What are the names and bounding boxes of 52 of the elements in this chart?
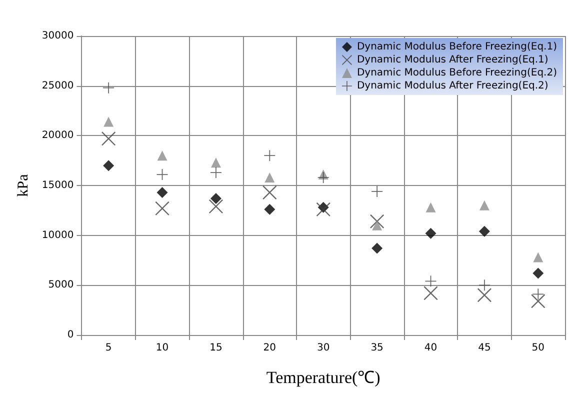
point	[477, 288, 492, 302]
y-tick-label: 5000	[48, 280, 74, 291]
point	[264, 172, 275, 183]
y-axis-title: kPa	[16, 174, 32, 197]
legend-label: Dynamic Modulus Before Freezing(Eq.1)	[356, 42, 558, 52]
point	[370, 214, 384, 228]
x-axis-title: Temperature(℃)	[266, 368, 380, 387]
point	[155, 201, 170, 216]
point	[210, 158, 221, 168]
point	[532, 288, 544, 300]
y-tick-label: 25000	[42, 80, 74, 92]
y-tick-label: 0	[67, 330, 74, 340]
legend-label: Dynamic Modulus Before Freezing(Eq.2)	[356, 68, 558, 78]
y-tick-label: 20000	[42, 130, 74, 142]
point	[531, 294, 546, 308]
point	[425, 228, 436, 239]
point	[478, 226, 490, 237]
point	[264, 150, 276, 162]
point	[426, 202, 436, 212]
point	[479, 200, 490, 210]
point	[532, 268, 544, 279]
point	[103, 82, 114, 94]
x-tick-label: 30	[316, 342, 330, 354]
legend-label: Dynamic Modulus After Freezing(Eq.2)	[356, 80, 548, 92]
y-tick-label: 10000	[42, 230, 74, 241]
x-tick-label: 40	[424, 342, 438, 354]
x-tick-label: 20	[263, 342, 276, 354]
point	[316, 202, 330, 216]
y-tick-label: 15000	[42, 180, 74, 191]
x-tick-label: 10	[156, 342, 169, 354]
x-tick-label: 35	[370, 342, 384, 354]
point	[264, 204, 276, 215]
x-tick-label: 15	[210, 342, 222, 354]
point	[262, 185, 277, 200]
point	[533, 252, 544, 262]
point	[372, 242, 383, 254]
x-tick-label: 45	[478, 342, 491, 354]
point	[102, 132, 116, 146]
point	[157, 150, 168, 161]
point	[318, 172, 329, 184]
point	[478, 280, 490, 291]
x-tick-label: 5	[105, 342, 112, 354]
y-tick-label: 30000	[42, 30, 74, 42]
point	[210, 192, 222, 204]
point	[104, 116, 114, 127]
point	[210, 167, 222, 178]
point	[103, 160, 114, 172]
point	[156, 186, 168, 198]
point	[208, 199, 223, 214]
point	[372, 186, 383, 197]
x-tick-label: 50	[532, 342, 545, 354]
legend-label: Dynamic Modulus After Freezing(Eq.1)	[356, 54, 548, 66]
